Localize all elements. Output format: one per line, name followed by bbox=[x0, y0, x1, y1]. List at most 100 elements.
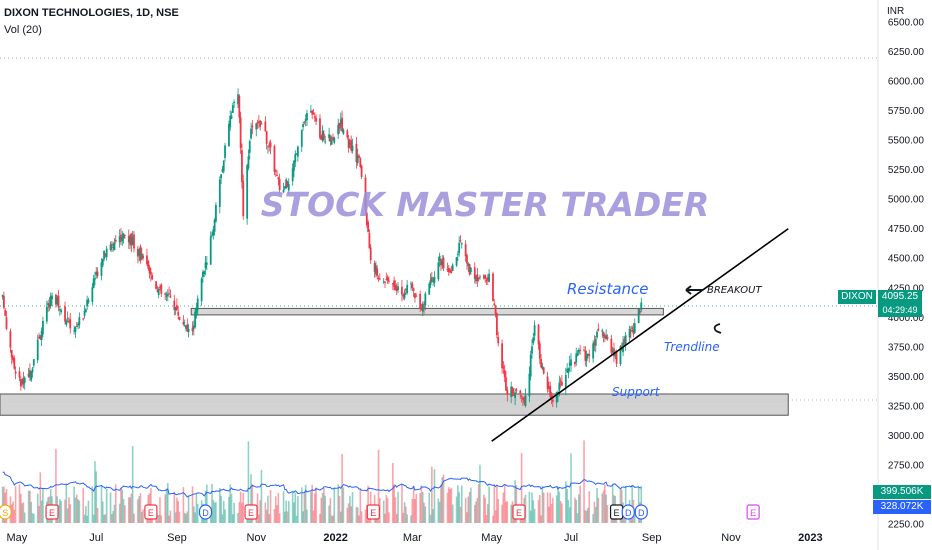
event-label: E bbox=[49, 508, 55, 518]
volume-bar bbox=[411, 498, 414, 523]
candle bbox=[455, 257, 458, 266]
price-tick-label: 6000.00 bbox=[888, 77, 925, 88]
volume-bar bbox=[450, 487, 453, 523]
volume-bar bbox=[228, 496, 230, 523]
volume-bar bbox=[122, 499, 125, 523]
candle bbox=[204, 262, 207, 269]
event-marker-e bbox=[746, 504, 760, 520]
volume-indicator-label[interactable]: Vol (20) bbox=[4, 24, 42, 36]
price-tick-label: 4000.00 bbox=[888, 313, 925, 324]
price-tick-label: 5250.00 bbox=[888, 165, 925, 176]
candle bbox=[423, 306, 425, 308]
candle bbox=[367, 221, 370, 232]
candle bbox=[129, 235, 131, 245]
candle bbox=[515, 389, 518, 391]
candle bbox=[466, 255, 468, 264]
volume-bar bbox=[570, 453, 572, 523]
candle bbox=[575, 353, 578, 363]
volume-bar bbox=[446, 492, 449, 523]
candle bbox=[276, 174, 278, 176]
time-tick-label: Mar bbox=[403, 532, 422, 544]
volume-bar bbox=[103, 514, 105, 523]
candle bbox=[123, 235, 126, 237]
candle bbox=[42, 320, 44, 334]
candle bbox=[412, 288, 415, 291]
volume-bar bbox=[156, 515, 159, 523]
volume-bar bbox=[346, 507, 349, 523]
price-tick-label: 3500.00 bbox=[888, 372, 925, 383]
candle bbox=[549, 385, 552, 397]
volume-bar bbox=[224, 509, 226, 523]
candle bbox=[12, 356, 14, 361]
volume-bar bbox=[320, 497, 323, 523]
candle bbox=[514, 392, 516, 399]
candle bbox=[187, 328, 190, 333]
volume-bar bbox=[319, 513, 321, 523]
candle bbox=[304, 119, 307, 122]
candle bbox=[51, 295, 53, 300]
volume-bar bbox=[303, 492, 306, 523]
volume-bar bbox=[464, 497, 467, 523]
volume-bar bbox=[594, 507, 597, 523]
volume-bar bbox=[104, 514, 107, 523]
volume-bar bbox=[442, 474, 445, 523]
candle bbox=[541, 366, 544, 369]
volume-bar bbox=[33, 513, 35, 523]
volume-bar bbox=[267, 495, 269, 523]
candle bbox=[351, 145, 354, 151]
volume-bar bbox=[542, 492, 545, 523]
time-axis[interactable]: May Jul Sep Nov 2022 Mar May Jul Sep Nov 2023 bbox=[7, 532, 823, 544]
candle bbox=[32, 359, 35, 366]
candle bbox=[94, 278, 96, 280]
volume-bar bbox=[485, 515, 488, 523]
candle bbox=[256, 121, 259, 124]
volume-bar bbox=[212, 499, 215, 523]
candle bbox=[203, 271, 206, 275]
volume-bar bbox=[466, 512, 468, 523]
volume-bar bbox=[273, 509, 276, 523]
candle bbox=[147, 261, 150, 269]
candle bbox=[610, 338, 613, 353]
candle bbox=[479, 276, 481, 278]
volume-bar bbox=[540, 515, 542, 523]
volume-bar bbox=[388, 512, 390, 523]
volume-bar bbox=[277, 492, 280, 523]
volume-bar bbox=[377, 449, 380, 523]
candle bbox=[364, 177, 367, 210]
volume-bar bbox=[537, 500, 540, 523]
volume-bar bbox=[393, 484, 395, 523]
volume-bar bbox=[437, 498, 440, 523]
volume-bar bbox=[583, 440, 585, 523]
candle bbox=[615, 351, 618, 364]
volume-bar bbox=[83, 514, 86, 523]
volume-bar bbox=[286, 511, 289, 523]
resistance-zone bbox=[190, 307, 664, 316]
candle bbox=[437, 262, 440, 280]
volume-bar bbox=[596, 487, 598, 523]
candle bbox=[265, 131, 268, 145]
candle bbox=[21, 380, 24, 384]
volume-bar bbox=[565, 481, 567, 523]
event-label: D bbox=[625, 508, 632, 518]
symbol-tag: DIXON bbox=[838, 290, 876, 304]
candle bbox=[376, 268, 379, 276]
volume-bar bbox=[114, 484, 117, 523]
candle bbox=[533, 325, 536, 336]
volume-bar bbox=[168, 515, 170, 523]
volume-bar bbox=[196, 504, 199, 523]
volume-bar bbox=[548, 506, 550, 523]
candle bbox=[619, 346, 622, 365]
volume-bar bbox=[182, 487, 185, 523]
candle bbox=[302, 124, 304, 128]
price-axis[interactable]: 6500.00 6250.00 6000.00 5750.00 5500.00 5250.… bbox=[888, 18, 925, 531]
volume-bar bbox=[85, 506, 87, 523]
volume-bar bbox=[315, 487, 317, 523]
candle bbox=[476, 274, 479, 282]
candle bbox=[566, 369, 569, 372]
volume-bar bbox=[488, 486, 490, 523]
volume-bar bbox=[592, 514, 594, 523]
volume-bar bbox=[250, 474, 252, 523]
candle bbox=[122, 233, 125, 239]
